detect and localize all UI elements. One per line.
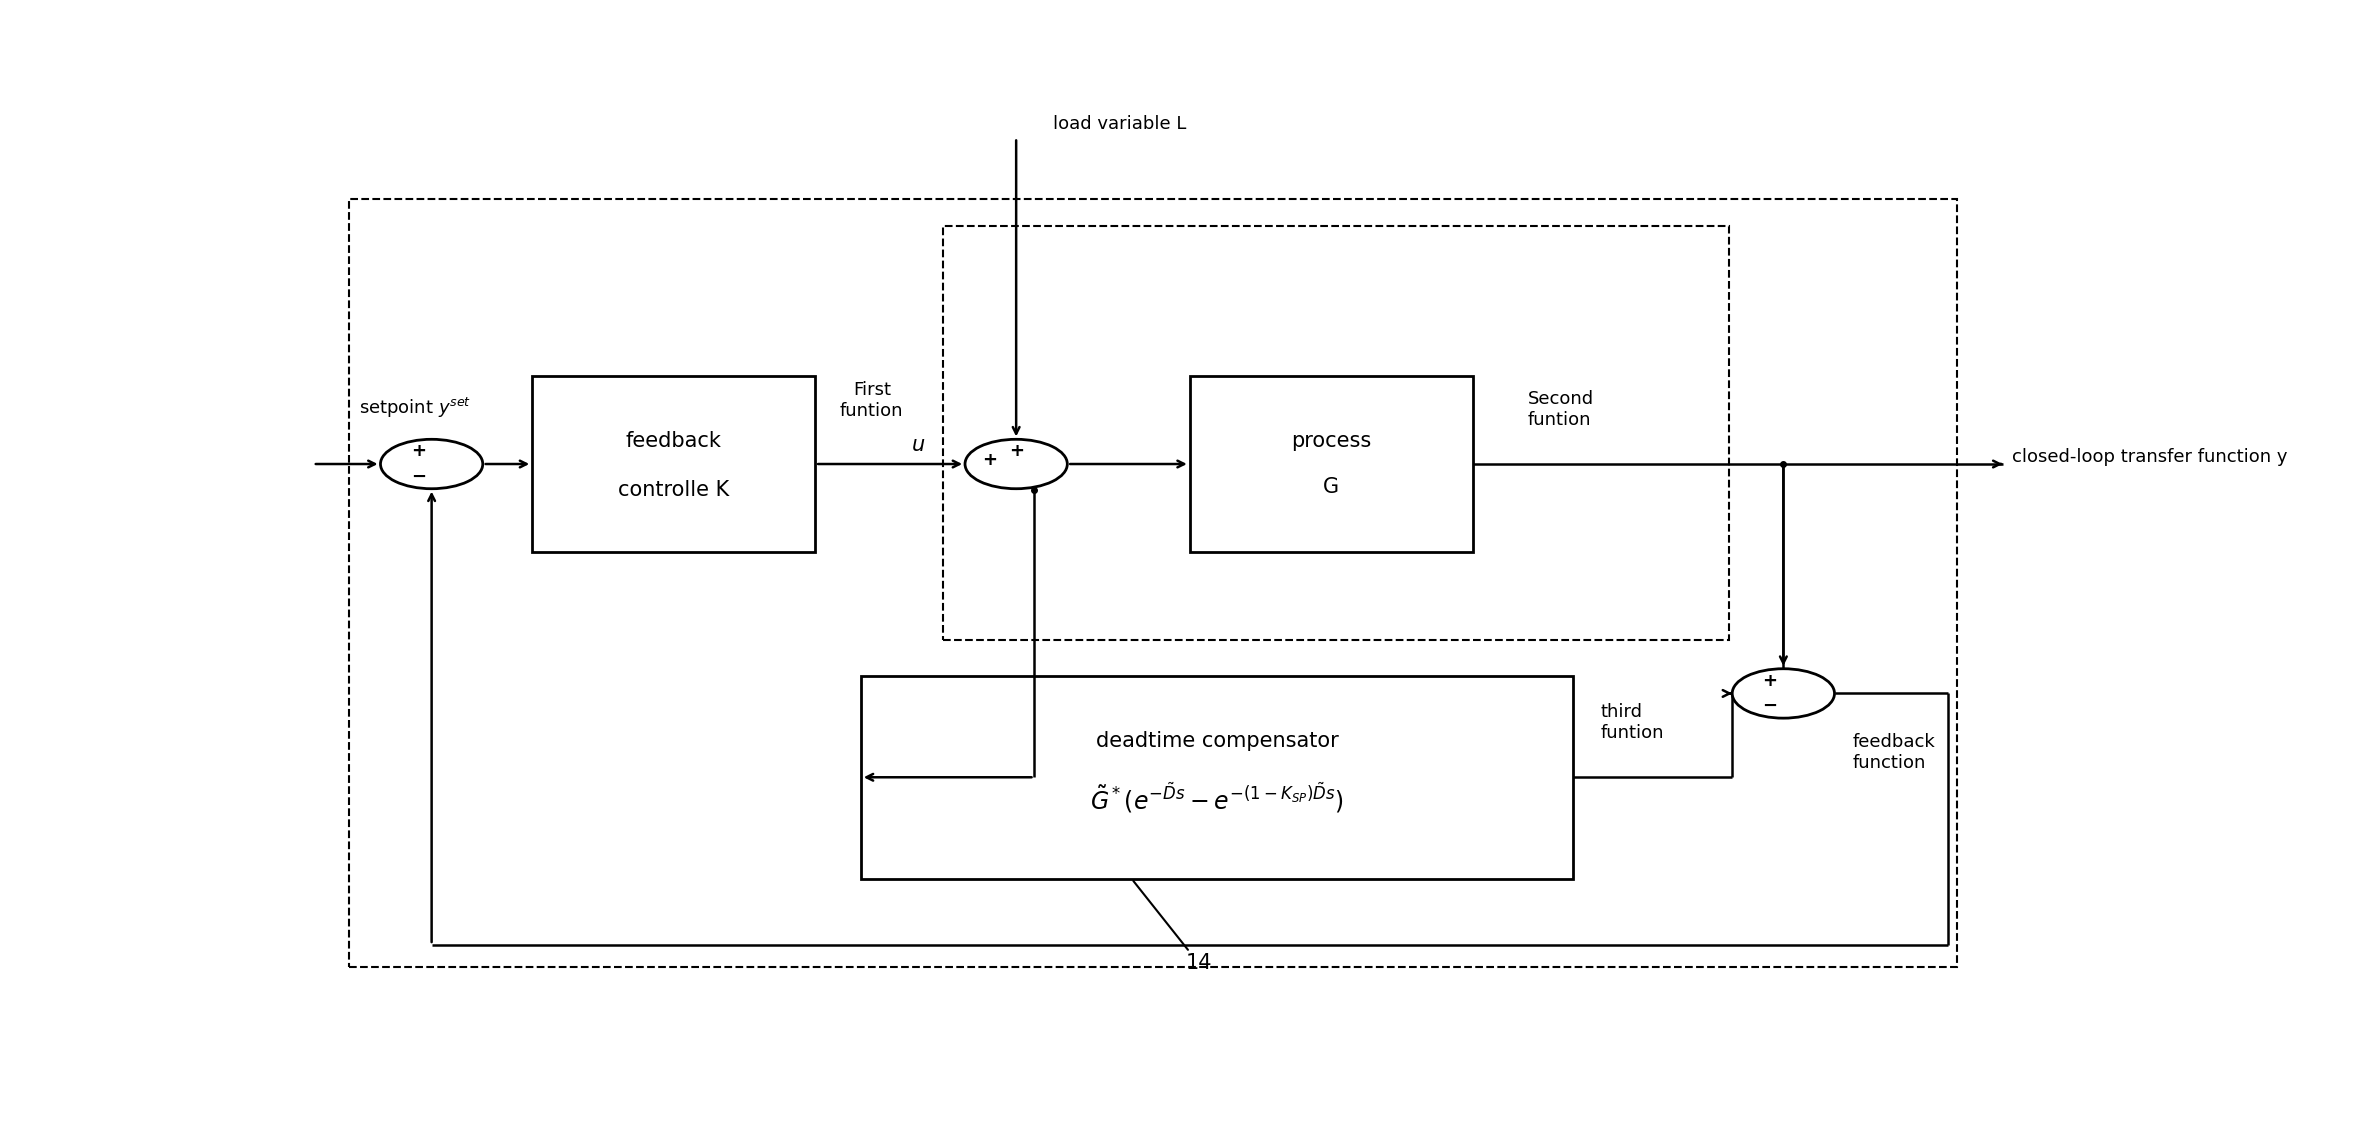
Text: controlle K: controlle K [618,480,728,501]
Text: −: − [1763,697,1777,715]
Text: feedback: feedback [625,431,721,452]
Text: load variable L: load variable L [1054,115,1186,133]
Circle shape [964,439,1068,488]
Text: G: G [1322,477,1339,497]
Circle shape [1732,669,1834,719]
Bar [943,226,1728,641]
Text: First
funtion: First funtion [839,382,903,419]
Text: feedback
function: feedback function [1853,733,1935,772]
Text: +: + [1009,442,1023,461]
Text: −: − [410,468,427,486]
Text: 14: 14 [1186,952,1211,973]
Text: closed-loop transfer function y: closed-loop transfer function y [2013,448,2286,466]
Text: process: process [1292,431,1372,452]
Text: Second
funtion: Second funtion [1527,390,1593,429]
Text: third
funtion: third funtion [1600,704,1664,741]
Text: +: + [410,442,427,461]
Text: $\tilde{G}^*(e^{-\tilde{D}s} - e^{-(1-K_{SP})\tilde{D}s})$: $\tilde{G}^*(e^{-\tilde{D}s} - e^{-(1-K_… [1091,780,1343,815]
Circle shape [379,439,483,488]
Bar [349,199,1956,967]
Text: $u$: $u$ [910,434,924,455]
Bar [1190,376,1473,552]
Bar [533,376,816,552]
Text: +: + [1763,672,1777,690]
Bar [860,676,1574,879]
Text: +: + [983,452,997,469]
Text: setpoint $y^{set}$: setpoint $y^{set}$ [358,395,471,419]
Text: deadtime compensator: deadtime compensator [1096,731,1339,751]
